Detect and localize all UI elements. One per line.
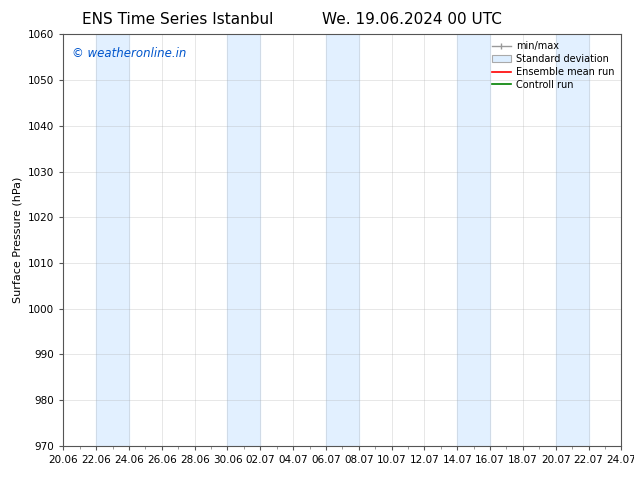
Bar (326, 34, 359, 446)
Bar (457, 34, 490, 446)
Bar (228, 34, 261, 446)
Text: We. 19.06.2024 00 UTC: We. 19.06.2024 00 UTC (322, 12, 502, 27)
Legend: min/max, Standard deviation, Ensemble mean run, Controll run: min/max, Standard deviation, Ensemble me… (488, 37, 618, 94)
Y-axis label: Surface Pressure (hPa): Surface Pressure (hPa) (13, 177, 23, 303)
Bar (96, 34, 129, 446)
Text: ENS Time Series Istanbul: ENS Time Series Istanbul (82, 12, 273, 27)
Text: © weatheronline.in: © weatheronline.in (72, 47, 186, 60)
Bar (555, 34, 588, 446)
